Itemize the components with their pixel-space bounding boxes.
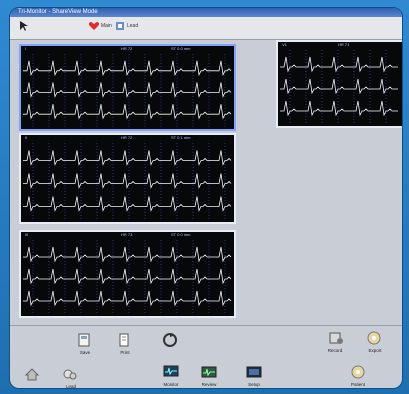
toolbar-label-3: Lead (127, 23, 139, 29)
toolbar: Main Lead (10, 17, 402, 40)
ecg-waveform (23, 290, 232, 307)
ecg-trace-area (23, 240, 232, 314)
dock-label: Record (327, 348, 343, 353)
ecg-waveform (23, 246, 232, 263)
heart-rate: HR 73 (121, 232, 133, 237)
refresh-icon[interactable] (162, 332, 178, 348)
dock-label: Monitor (163, 382, 179, 387)
ecg-waveform (280, 78, 398, 95)
lead-name: III (25, 232, 29, 237)
heart-icon[interactable] (88, 20, 100, 32)
dock-label: Print (120, 350, 130, 355)
dock-label: Export (368, 348, 382, 353)
lead-name: V1 (282, 42, 287, 47)
panel-header: I HR 72 ST 0.0 mm (21, 46, 234, 52)
lead2-icon[interactable] (62, 366, 78, 382)
record-icon[interactable] (328, 330, 344, 346)
panel-header: II HR 72 ST 0.1 mm (21, 135, 234, 141)
window-title: Tri-Monitor - ShareView Mode (18, 9, 98, 15)
patient-icon[interactable] (350, 364, 366, 380)
ecg-waveform (23, 196, 232, 212)
panel-header: V1 HR 71 (278, 42, 402, 48)
ecg-panel-d[interactable]: V1 HR 71 (276, 40, 402, 128)
home-icon[interactable] (24, 366, 40, 382)
dock-label: Lead (65, 384, 76, 389)
ecg-waveform (23, 104, 232, 120)
ecg-trace-area (23, 54, 232, 127)
cursor-icon[interactable] (18, 20, 30, 32)
dock-label: Save (79, 350, 91, 355)
ecg-trace-area (23, 143, 232, 220)
lead-name: II (25, 135, 28, 140)
ecg-panel-a[interactable]: I HR 72 ST 0.0 mm (19, 44, 236, 131)
st-value: ST 0.0 mm (171, 46, 191, 51)
dock-label: Patient (350, 382, 365, 387)
monitor-icon[interactable] (163, 364, 179, 380)
ecg-waveform (280, 100, 398, 117)
setup-icon[interactable] (246, 364, 262, 380)
lead-name: I (25, 46, 27, 51)
heart-rate: HR 72 (121, 46, 133, 51)
heart-rate: HR 72 (121, 135, 133, 140)
ecg-waveform (23, 150, 232, 166)
export-icon[interactable] (366, 330, 382, 346)
ecg-waveform (23, 173, 232, 189)
print-icon[interactable] (116, 332, 132, 348)
dock-label: Setup (248, 382, 260, 387)
dock-label: Review (201, 382, 217, 387)
heart-rate: HR 71 (338, 42, 350, 47)
st-value: ST 0.1 mm (171, 135, 191, 140)
ecg-waveform (23, 82, 232, 98)
panel-header: III HR 73 ST 0.0 mm (21, 232, 234, 238)
toolbar-label-2: Main (101, 23, 112, 29)
st-value: ST 0.0 mm (171, 232, 191, 237)
ecg-waveform (23, 60, 232, 77)
save-icon[interactable] (76, 332, 92, 348)
dock-separator (10, 325, 402, 326)
ecg-waveform (280, 56, 398, 73)
ecg-trace-area (280, 50, 398, 124)
ecg-panel-c[interactable]: III HR 73 ST 0.0 mm (19, 230, 236, 318)
app-screen: Tri-Monitor - ShareView Mode Main Lead I… (9, 7, 403, 389)
ecg-panel-b[interactable]: II HR 72 ST 0.1 mm (19, 133, 236, 224)
lead-icon[interactable] (114, 20, 126, 32)
title-bar: Tri-Monitor - ShareView Mode (10, 8, 402, 17)
ecg-waveform (23, 268, 232, 285)
review-icon[interactable] (201, 364, 217, 380)
